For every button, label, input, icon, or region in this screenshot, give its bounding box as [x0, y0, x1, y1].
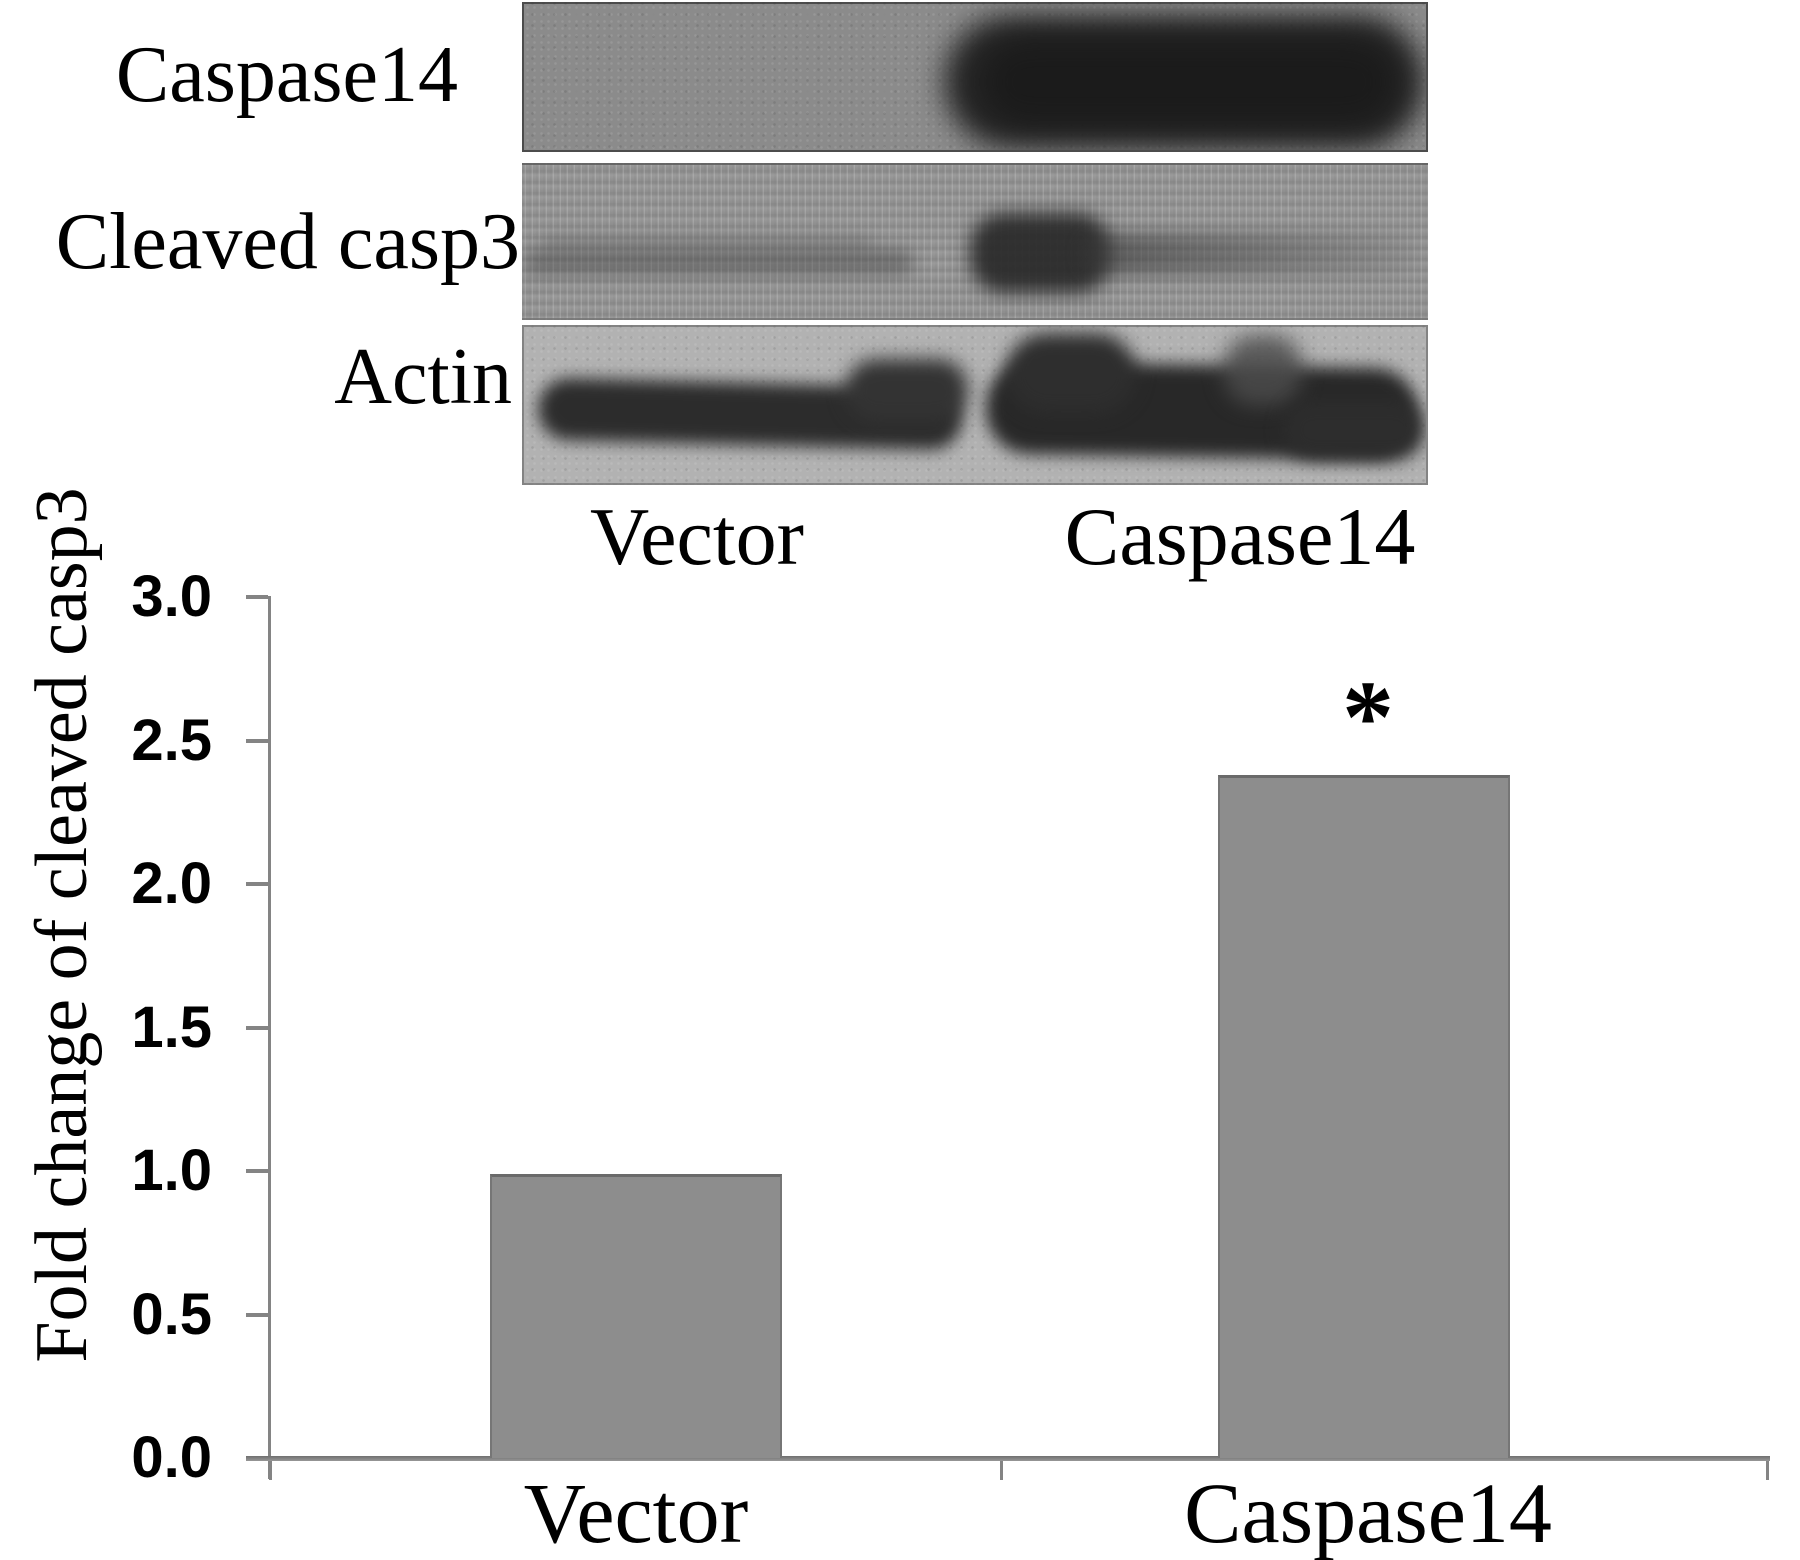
blot-strip-cleaved-casp3 — [522, 163, 1428, 320]
significance-asterisk: * — [1342, 660, 1394, 775]
blot-row-label-actin: Actin — [334, 333, 512, 421]
y-tick-label: 2.0 — [131, 851, 212, 916]
blot-band-actin-lane2-tail — [1284, 401, 1424, 459]
blot-strip-actin — [522, 325, 1428, 485]
y-tick-label: 0.0 — [131, 1425, 212, 1490]
y-tick-mark — [246, 882, 268, 886]
blot-band-caspase14-lane2-core — [979, 36, 1399, 128]
y-tick-label: 2.5 — [131, 707, 212, 773]
blot-band-cleaved-lane1-smear — [542, 235, 872, 251]
x-axis-line — [246, 1456, 1770, 1461]
blot-band-actin-lane1-bump — [846, 359, 968, 421]
blot-lane-label-caspase14: Caspase14 — [1064, 491, 1416, 582]
blot-band-cleaved-lane1 — [524, 249, 914, 275]
x-axis-tick-right — [1766, 1461, 1769, 1480]
blot-row-label-cleaved-casp3: Cleaved casp3 — [55, 198, 520, 286]
blot-strip-caspase14 — [522, 2, 1428, 152]
x-category-label-caspase14: Caspase14 — [1184, 1465, 1552, 1560]
y-tick-mark — [246, 1169, 268, 1173]
blot-band-actin-lane2-peak — [1006, 333, 1136, 413]
x-axis-tick-middle — [1000, 1461, 1003, 1480]
blot-row-label-caspase14: Caspase14 — [115, 31, 458, 119]
y-tick-label: 1.0 — [131, 1138, 212, 1203]
bar-caspase14 — [1218, 775, 1510, 1458]
y-axis-line — [268, 596, 271, 1479]
y-tick-label: 3.0 — [131, 564, 212, 629]
x-axis-tick-left — [269, 1461, 272, 1480]
y-tick-mark — [246, 1025, 268, 1030]
y-tick-label: 1.5 — [131, 994, 212, 1060]
blot-lane-label-vector: Vector — [589, 491, 804, 582]
y-tick-mark — [246, 1312, 268, 1317]
y-tick-label: 0.5 — [131, 1281, 212, 1347]
blot-band-cleaved-lane2-tail — [1082, 233, 1418, 275]
bar-vector — [490, 1174, 782, 1458]
y-tick-mark — [246, 738, 268, 743]
x-category-label-vector: Vector — [523, 1465, 749, 1560]
y-tick-mark — [246, 595, 268, 599]
blot-band-actin-lane2-spur — [1224, 335, 1302, 405]
